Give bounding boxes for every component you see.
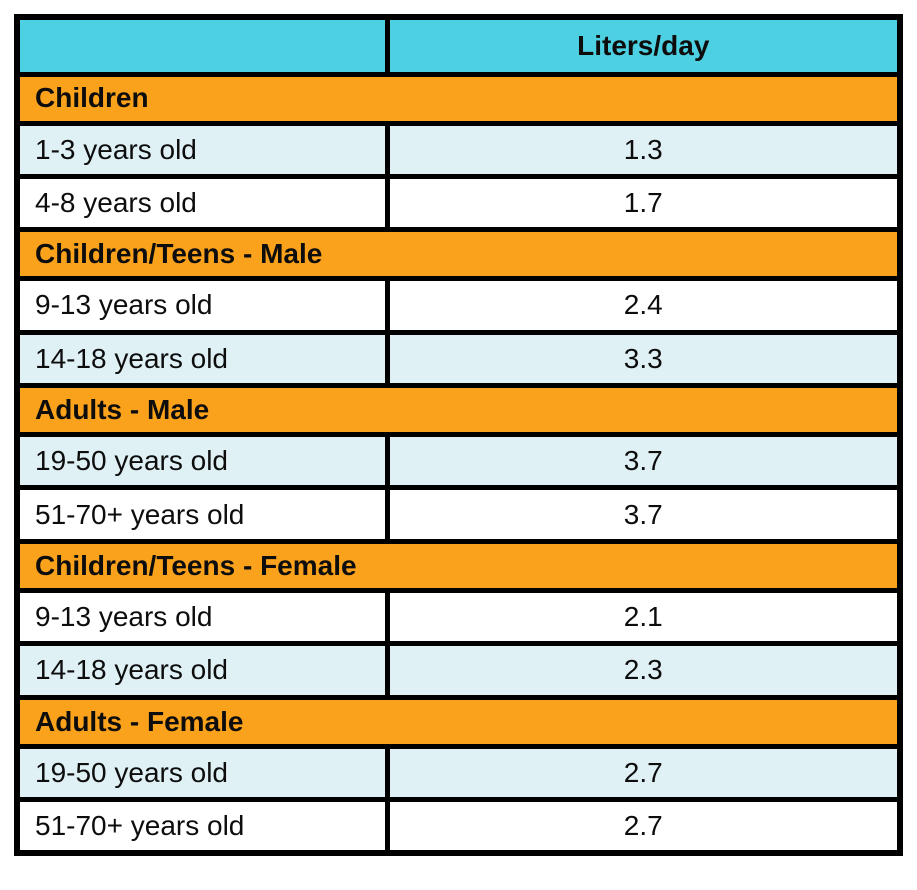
section-header-cell: Children bbox=[14, 71, 903, 126]
age-group-cell: 9-13 years old bbox=[14, 587, 390, 647]
liters-per-day-cell: 1.7 bbox=[384, 173, 903, 233]
table-row: 14-18 years old 3.3 bbox=[14, 329, 903, 389]
liters-per-day-cell: 2.7 bbox=[384, 743, 903, 803]
age-group-cell: 19-50 years old bbox=[14, 432, 390, 491]
table-row: 51-70+ years old 2.7 bbox=[14, 797, 903, 856]
liters-per-day-cell: 2.7 bbox=[384, 797, 903, 856]
section-header-cell: Children/Teens - Male bbox=[14, 227, 903, 282]
section-header-row: Children/Teens - Male bbox=[14, 227, 903, 282]
age-group-cell: 51-70+ years old bbox=[14, 797, 390, 856]
header-empty-cell bbox=[14, 14, 390, 77]
section-header-cell: Adults - Male bbox=[14, 383, 903, 438]
table-body: Children 1-3 years old 1.3 4-8 years old 1.7… bbox=[14, 71, 903, 856]
table-row: 9-13 years old 2.1 bbox=[14, 587, 903, 647]
table-row: 19-50 years old 3.7 bbox=[14, 432, 903, 491]
section-header-row: Children/Teens - Female bbox=[14, 538, 903, 593]
table-row: 1-3 years old 1.3 bbox=[14, 120, 903, 179]
table-header-row: Liters/day bbox=[14, 14, 903, 77]
liters-per-day-cell: 1.3 bbox=[384, 120, 903, 179]
section-header-cell: Adults - Female bbox=[14, 694, 903, 749]
age-group-cell: 51-70+ years old bbox=[14, 485, 390, 544]
liters-per-day-cell: 2.1 bbox=[384, 587, 903, 647]
age-group-cell: 14-18 years old bbox=[14, 329, 390, 389]
water-intake-table: Liters/day Children 1-3 years old 1.3 4-8 y… bbox=[14, 14, 903, 856]
liters-per-day-cell: 3.7 bbox=[384, 432, 903, 491]
section-header-row: Adults - Male bbox=[14, 383, 903, 438]
age-group-cell: 19-50 years old bbox=[14, 743, 390, 803]
table-row: 4-8 years old 1.7 bbox=[14, 173, 903, 233]
table-row: 14-18 years old 2.3 bbox=[14, 641, 903, 700]
age-group-cell: 9-13 years old bbox=[14, 276, 390, 335]
age-group-cell: 4-8 years old bbox=[14, 173, 390, 233]
section-header-row: Adults - Female bbox=[14, 694, 903, 749]
table-row: 19-50 years old 2.7 bbox=[14, 743, 903, 803]
liters-per-day-cell: 2.3 bbox=[384, 641, 903, 700]
table-row: 9-13 years old 2.4 bbox=[14, 276, 903, 335]
liters-per-day-cell: 3.7 bbox=[384, 485, 903, 544]
liters-per-day-cell: 2.4 bbox=[384, 276, 903, 335]
age-group-cell: 1-3 years old bbox=[14, 120, 390, 179]
header-liters-per-day-cell: Liters/day bbox=[384, 14, 903, 77]
table-row: 51-70+ years old 3.7 bbox=[14, 485, 903, 544]
liters-per-day-cell: 3.3 bbox=[384, 329, 903, 389]
section-header-cell: Children/Teens - Female bbox=[14, 538, 903, 593]
age-group-cell: 14-18 years old bbox=[14, 641, 390, 700]
section-header-row: Children bbox=[14, 71, 903, 126]
